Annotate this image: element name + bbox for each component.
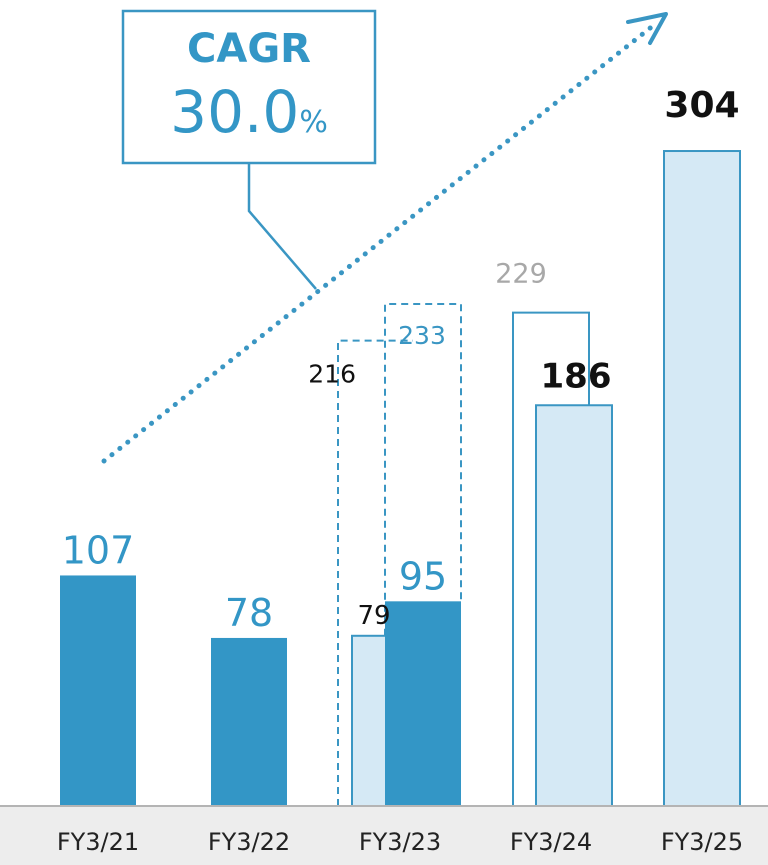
actual-value-label: 78 [225,591,273,635]
actual-bar-fy3-21 [60,575,136,806]
outline-bar-fy3-23-233 [384,302,462,636]
outline-value-label: 233 [398,321,446,350]
actual-bar-fy3-22 [211,637,287,806]
cagr-value-line: 30.0% [170,78,328,146]
x-axis-labels: FY3/21 FY3/22 FY3/23 FY3/24 FY3/25 [57,828,743,856]
plan-value-label: 79 [357,601,390,631]
plan-bar-fy3-24 [535,404,613,807]
cagr-box [121,9,377,165]
cagr-unit: % [299,105,328,140]
x-tick-label: FY3/22 [208,828,290,856]
actual-bar-fy3-23 [385,601,461,806]
actual-value-label: 107 [62,528,135,572]
outline-value-label: 229 [495,259,547,290]
x-tick-label: FY3/24 [510,828,592,856]
cagr-title: CAGR [187,26,311,72]
plan-value-label: 186 [541,356,612,396]
cagr-callout: CAGR 30.0% [121,9,377,290]
x-tick-label: FY3/21 [57,828,139,856]
outline-bar-fy3-24-229 [512,311,590,806]
bars-layer [60,150,741,807]
actual-value-label: 95 [399,554,447,598]
trend-arrowhead-icon [626,12,668,45]
x-tick-label: FY3/23 [359,828,441,856]
trend-arrow-line [101,22,657,464]
cagr-value: 30.0 [170,78,299,146]
plan-bar-fy3-25 [663,150,741,807]
trend-arrow [101,12,668,464]
outline-value-label: 216 [308,360,356,389]
x-tick-label: FY3/25 [661,828,743,856]
x-axis-band [0,806,768,865]
cagr-leader-line [247,163,317,290]
labels-layer: 107 78 95 79 186 304 216 233 229 [62,85,740,635]
plan-value-label: 304 [664,85,739,126]
